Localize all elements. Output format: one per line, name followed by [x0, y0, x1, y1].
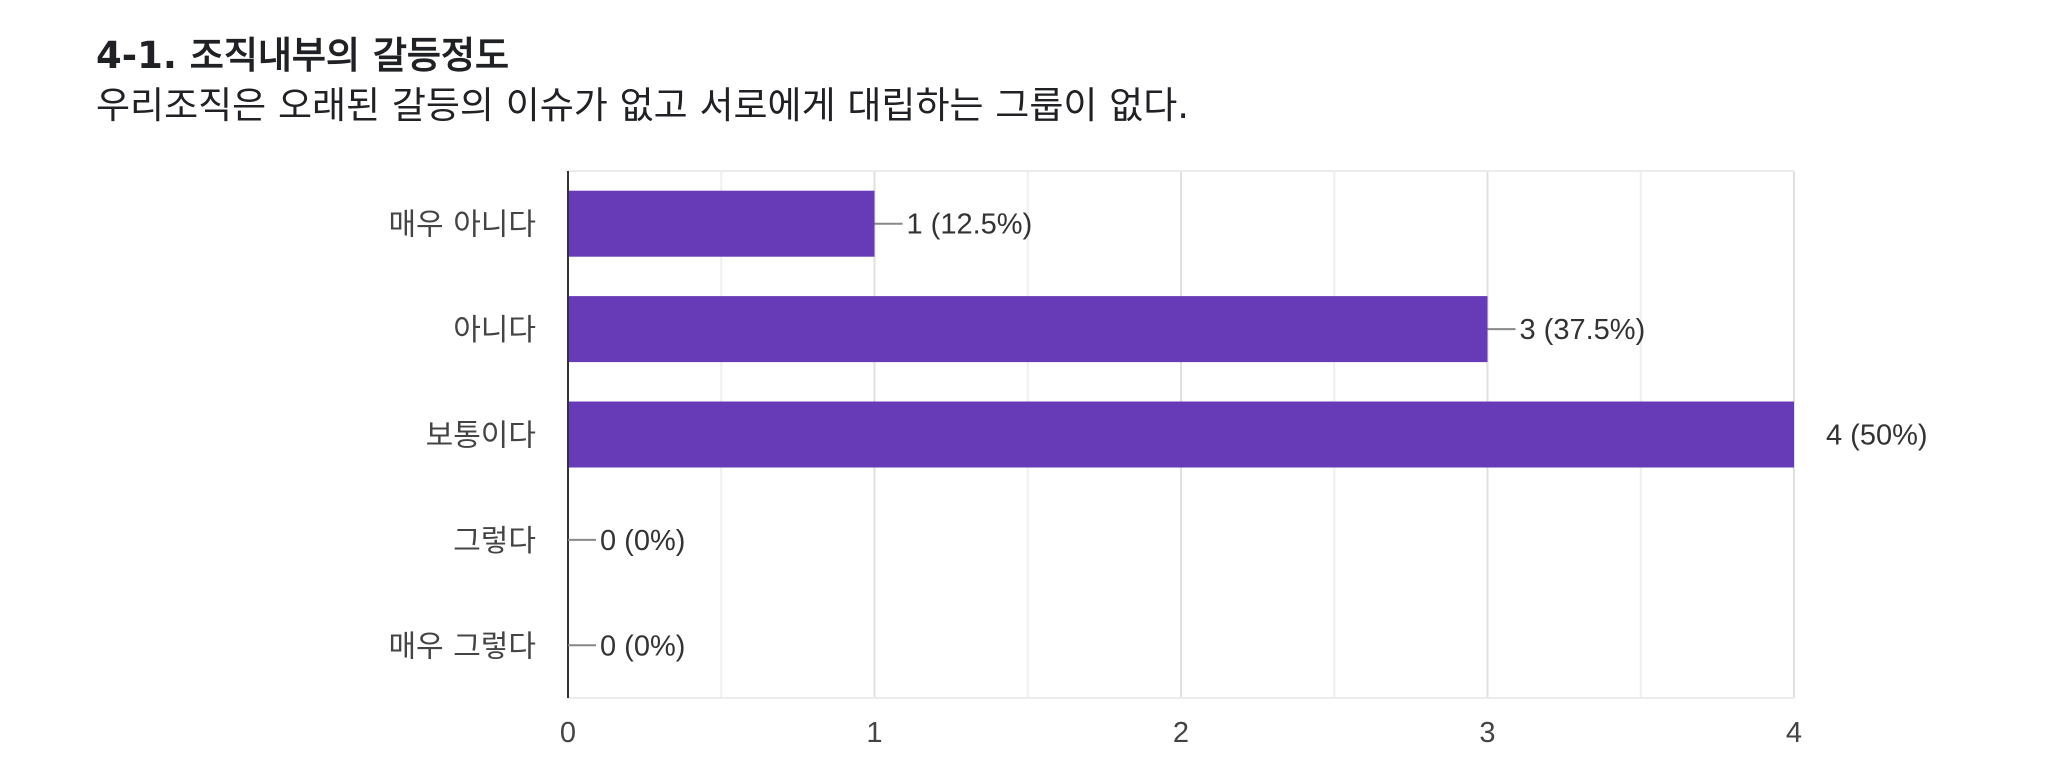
bars	[568, 190, 1794, 468]
question-subtitle: 우리조직은 오래된 갈등의 이슈가 없고 서로에게 대립하는 그룹이 없다.	[96, 84, 1190, 127]
bar	[568, 296, 1488, 363]
labels: 매우 아니다 1 (12.5%) 아니다 3 (37.5%) 보통이다 4 (50%) 그렇…	[388, 208, 1927, 665]
x-tick-label: 4	[1786, 717, 1802, 749]
data-label: 0 (0%)	[600, 525, 685, 557]
category-label: 아니다	[453, 313, 536, 348]
bar	[568, 190, 875, 257]
category-label: 매우 아니다	[388, 208, 536, 243]
x-tick-label: 3	[1479, 717, 1495, 749]
data-label: 4 (50%)	[1826, 420, 1928, 452]
bar	[568, 401, 1794, 468]
data-label: 3 (37.5%)	[1520, 314, 1646, 346]
question-title: 4-1. 조직내부의 갈등정도	[96, 34, 510, 77]
category-label: 매우 그렇다	[388, 629, 536, 664]
data-label: 0 (0%)	[600, 630, 685, 662]
x-tick-label: 2	[1173, 717, 1189, 749]
category-label: 보통이다	[426, 419, 536, 454]
x-tick-label: 0	[560, 717, 576, 749]
axes: 0 1 2 3 4	[560, 171, 1802, 749]
data-label: 1 (12.5%)	[907, 209, 1033, 241]
x-tick-label: 1	[866, 717, 882, 749]
category-label: 그렇다	[453, 524, 536, 559]
chart-header: 4-1. 조직내부의 갈등정도 우리조직은 오래된 갈등의 이슈가 없고 서로에…	[96, 30, 1189, 130]
